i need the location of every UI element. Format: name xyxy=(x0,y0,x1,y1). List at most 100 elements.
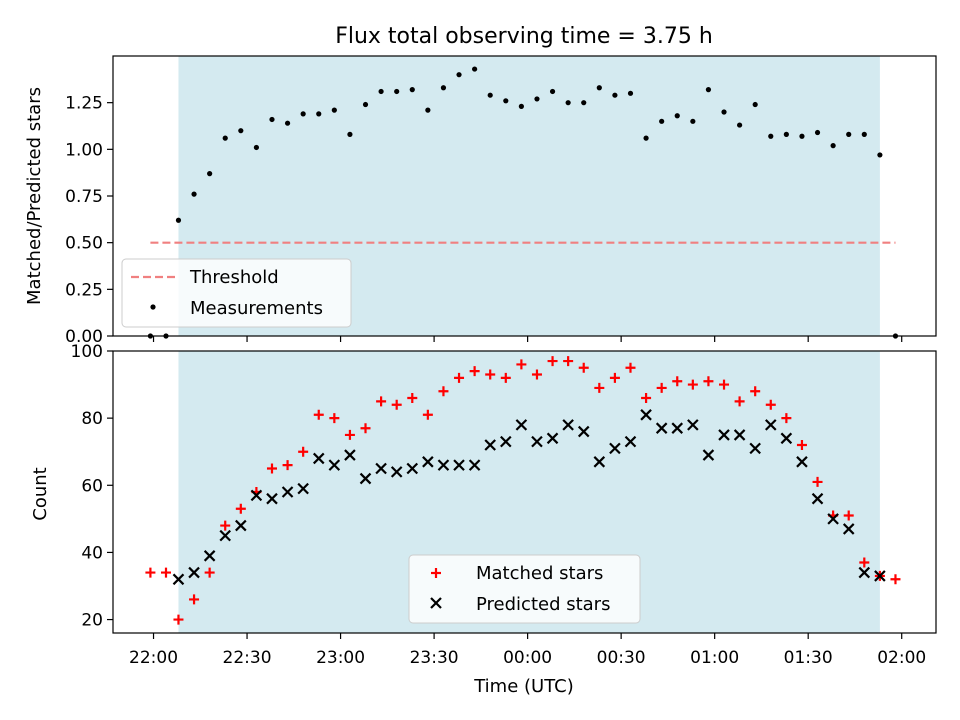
predicted-star-marker xyxy=(437,459,450,471)
matched-star-marker xyxy=(173,614,184,625)
predicted-star-marker xyxy=(609,442,621,455)
count-x-ticks: 22:00 22:30 23:00 23:30 00:00 00:30 01:00 01:30… xyxy=(129,633,926,668)
measurement-point xyxy=(456,72,462,78)
predicted-star-marker xyxy=(858,566,871,579)
count-y-tick-label: 80 xyxy=(81,409,103,429)
count-y-tick-label: 100 xyxy=(71,342,103,362)
matched-star-marker xyxy=(843,510,854,521)
count-panel-frame xyxy=(112,350,937,634)
ratio-y-tick-label: 1.00 xyxy=(65,140,103,160)
measurement-point xyxy=(737,122,743,128)
matched-star-marker xyxy=(563,356,574,367)
measurement-point xyxy=(425,107,431,113)
measurement-point xyxy=(534,96,540,102)
predicted-star-marker xyxy=(297,482,309,495)
predicted-star-marker xyxy=(172,573,185,586)
ratio-x-ticks xyxy=(152,336,903,342)
x-tick-label: 00:30 xyxy=(597,648,646,668)
measurement-point xyxy=(830,143,836,149)
matched-star-marker xyxy=(266,463,277,474)
measurement-point xyxy=(783,131,789,137)
x-tick-label: 23:30 xyxy=(410,648,459,668)
measurement-point xyxy=(518,103,524,109)
x-tick-label: 02:00 xyxy=(877,648,926,668)
predicted-star-marker xyxy=(515,419,528,431)
matched-star-marker xyxy=(298,446,309,457)
predicted-star-marker xyxy=(874,570,886,582)
measurement-point xyxy=(503,98,509,104)
legend-predicted-label: Predicted stars xyxy=(476,594,610,615)
predicted-star-marker xyxy=(687,419,699,431)
predicted-star-marker xyxy=(562,419,574,431)
measurement-point xyxy=(284,120,291,126)
count-panel: 20 40 60 80 100 22:00 22:30 23:00 23:30 00:00 00:… xyxy=(30,342,937,697)
matched-star-marker xyxy=(313,409,324,420)
ratio-legend: Threshold Measurements xyxy=(121,258,352,328)
matched-star-marker xyxy=(145,567,156,578)
measurement-point xyxy=(222,135,228,141)
matched-star-marker xyxy=(796,440,807,450)
matched-star-marker xyxy=(422,409,433,420)
measurement-point xyxy=(253,144,260,151)
measurement-point xyxy=(612,92,618,98)
matched-star-marker xyxy=(719,379,730,390)
count-y-label: Count xyxy=(30,467,51,520)
measurement-point xyxy=(799,133,805,139)
measurement-point xyxy=(643,135,649,141)
measurement-point xyxy=(269,116,275,123)
measurement-point xyxy=(472,66,478,72)
matched-star-marker xyxy=(469,366,480,377)
matched-star-marker xyxy=(531,369,542,380)
predicted-star-marker xyxy=(531,435,543,448)
matched-star-marker xyxy=(656,382,667,393)
matched-star-marker xyxy=(220,520,231,531)
matched-star-marker xyxy=(609,372,620,383)
measurement-point xyxy=(690,118,696,124)
measurement-point xyxy=(347,131,353,137)
predicted-star-marker xyxy=(359,472,372,485)
matched-star-marker xyxy=(344,429,355,440)
measurement-point xyxy=(378,88,384,95)
measurement-point xyxy=(549,88,556,95)
predicted-star-marker xyxy=(702,449,715,461)
x-tick-label: 23:00 xyxy=(316,648,365,668)
predicted-star-marker xyxy=(811,492,824,505)
measurement-point xyxy=(814,129,821,136)
count-legend: Matched stars Predicted stars xyxy=(408,554,641,624)
predicted-star-marker xyxy=(733,429,746,441)
measurement-point xyxy=(674,113,680,119)
matched-star-marker xyxy=(625,362,636,373)
ratio-legend-box xyxy=(121,258,352,328)
matched-star-marker xyxy=(734,396,745,407)
ratio-y-tick-label: 1.25 xyxy=(65,94,103,114)
predicted-star-marker xyxy=(827,513,839,525)
matched-star-marker xyxy=(641,393,652,403)
measurement-point xyxy=(581,100,587,106)
predicted-star-marker xyxy=(655,422,668,434)
predicted-star-marker xyxy=(468,459,481,471)
matched-star-marker xyxy=(703,376,714,387)
matched-star-marker xyxy=(438,386,449,397)
x-tick-label: 00:00 xyxy=(503,648,552,668)
matched-stars-points xyxy=(145,356,901,625)
predicted-star-marker xyxy=(375,462,387,475)
predicted-star-marker xyxy=(640,409,652,421)
predicted-star-marker xyxy=(188,566,200,579)
matched-star-marker xyxy=(485,369,496,380)
predicted-star-marker xyxy=(422,456,434,468)
matched-star-marker xyxy=(329,413,340,424)
measurement-point xyxy=(487,92,493,98)
measurement-point xyxy=(627,90,634,96)
matched-star-marker xyxy=(376,396,387,407)
count-y-tick-label: 60 xyxy=(81,476,103,496)
legend-predicted-swatch xyxy=(430,597,442,609)
matched-star-marker xyxy=(890,574,901,585)
measurement-point xyxy=(565,100,571,106)
predicted-star-marker xyxy=(796,456,808,468)
predicted-star-marker xyxy=(842,523,855,535)
matched-star-marker xyxy=(500,372,511,383)
matched-star-marker xyxy=(672,376,683,387)
matched-star-marker xyxy=(594,382,605,393)
measurement-point xyxy=(705,87,712,93)
